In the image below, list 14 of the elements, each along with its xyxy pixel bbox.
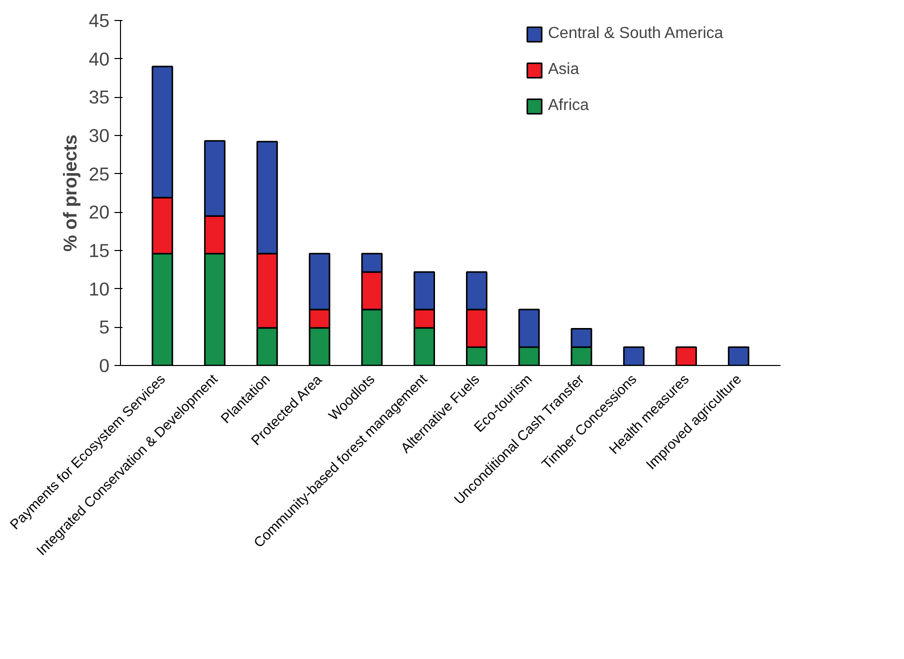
y-tick-label: 45 [88, 10, 110, 31]
y-tick-label: 30 [88, 125, 110, 146]
y-tick-label: 25 [88, 163, 110, 184]
legend-label: Asia [548, 61, 580, 79]
y-tick-label: 5 [99, 316, 110, 338]
y-tick-label: 15 [88, 240, 110, 261]
y-tick-label: 10 [88, 278, 110, 300]
y-tick-label: 35 [88, 86, 110, 108]
y-tick-label: 20 [88, 202, 110, 223]
y-tick-label: 0 [99, 355, 110, 376]
y-axis-title: % of projects [60, 134, 81, 252]
y-tick-label: 40 [88, 48, 110, 70]
legend-label: Central & South America [548, 25, 724, 43]
legend-label: Africa [548, 97, 589, 115]
